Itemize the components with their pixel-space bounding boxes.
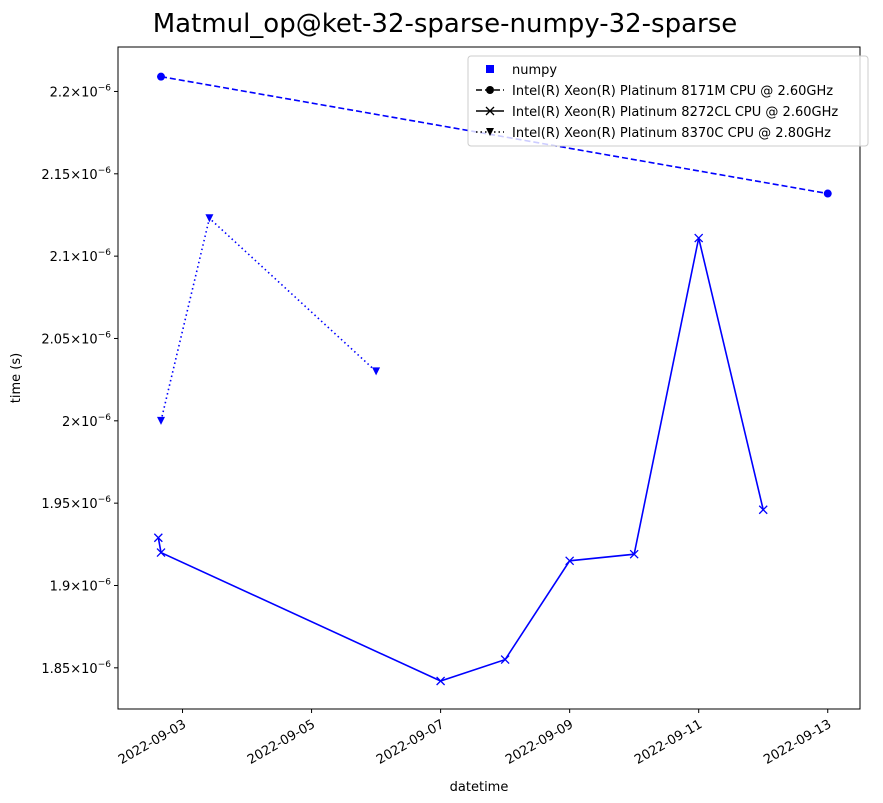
series-intel-r-xeon-r-platinum-8370c-cpu-2-80ghz-line	[160, 216, 377, 422]
y-tick-label-4: 2.05×10−6	[41, 330, 111, 347]
series-intel-r-xeon-r-platinum-8272cl-cpu-2-60ghz-point-7	[758, 505, 768, 515]
series-intel-r-xeon-r-platinum-8272cl-cpu-2-60ghz-point-4	[565, 556, 575, 566]
series-intel-r-xeon-r-platinum-8370c-cpu-2-80ghz-point-2	[372, 367, 381, 376]
x-axis-label: datetime	[450, 780, 509, 795]
legend-entry-3: Intel(R) Xeon(R) Platinum 8370C CPU @ 2.…	[476, 126, 831, 141]
series-intel-r-xeon-r-platinum-8272cl-cpu-2-60ghz-point-5	[629, 549, 639, 559]
legend-entry-0: numpy	[486, 63, 557, 78]
legend-entry-0-label: numpy	[512, 63, 557, 78]
series-intel-r-xeon-r-platinum-8272cl-cpu-2-60ghz-point-2	[436, 676, 446, 686]
x-tick-label-2: 2022-09-07	[374, 717, 447, 768]
series-intel-r-xeon-r-platinum-8272cl-cpu-2-60ghz-line	[157, 237, 764, 682]
x-tick-label-3: 2022-09-09	[503, 717, 576, 768]
y-tick-label-1: 1.9×10−6	[50, 577, 112, 594]
axes-ticks: 2022-09-03 2022-09-05 2022-09-07 2022-09-09…	[41, 83, 834, 767]
legend-entry-2: Intel(R) Xeon(R) Platinum 8272CL CPU @ 2…	[476, 105, 838, 120]
x-tick-label-4: 2022-09-11	[632, 717, 705, 768]
legend: numpy Intel(R) Xeon(R) Platinum 8171M CPU…	[467, 55, 869, 147]
series-intel-r-xeon-r-platinum-8370c-cpu-2-80ghz	[157, 214, 381, 425]
series-intel-r-xeon-r-platinum-8272cl-cpu-2-60ghz-point-1	[156, 548, 166, 558]
legend-entry-1-marker	[486, 86, 494, 94]
plot-area	[153, 72, 832, 686]
series-intel-r-xeon-r-platinum-8171m-cpu-2-60ghz-point-1	[823, 189, 832, 198]
legend-entry-3-label: Intel(R) Xeon(R) Platinum 8370C CPU @ 2.…	[512, 126, 831, 141]
y-tick-label-7: 2.2×10−6	[50, 83, 112, 100]
legend-box	[467, 55, 869, 147]
series-intel-r-xeon-r-platinum-8171m-cpu-2-60ghz-point-0	[157, 72, 166, 81]
y-tick-label-5: 2.1×10−6	[50, 248, 112, 265]
x-tick-label-1: 2022-09-05	[245, 717, 318, 768]
x-tick-label-5: 2022-09-13	[761, 717, 834, 768]
y-tick-label-3: 2×10−6	[62, 413, 111, 430]
legend-entry-1: Intel(R) Xeon(R) Platinum 8171M CPU @ 2.…	[476, 84, 833, 99]
series-intel-r-xeon-r-platinum-8272cl-cpu-2-60ghz-point-0	[153, 533, 163, 543]
chart-title: Matmul_op@ket-32-sparse-numpy-32-sparse	[153, 9, 738, 39]
y-axis-label: time (s)	[9, 353, 24, 403]
series-intel-r-xeon-r-platinum-8272cl-cpu-2-60ghz-point-3	[500, 655, 510, 665]
y-tick-label-0: 1.85×10−6	[41, 660, 111, 677]
legend-entry-2-marker	[485, 106, 495, 116]
series-intel-r-xeon-r-platinum-8370c-cpu-2-80ghz-point-0	[157, 416, 166, 425]
x-tick-label-0: 2022-09-03	[116, 717, 189, 768]
legend-entry-2-label: Intel(R) Xeon(R) Platinum 8272CL CPU @ 2…	[512, 105, 838, 120]
y-tick-label-6: 2.15×10−6	[41, 166, 111, 183]
legend-entry-3-marker	[486, 128, 494, 136]
legend-entry-1-label: Intel(R) Xeon(R) Platinum 8171M CPU @ 2.…	[512, 84, 833, 99]
series-intel-r-xeon-r-platinum-8272cl-cpu-2-60ghz-point-6	[694, 233, 704, 243]
series-intel-r-xeon-r-platinum-8370c-cpu-2-80ghz-point-1	[205, 214, 214, 223]
plot-frame	[117, 46, 861, 710]
y-tick-label-2: 1.95×10−6	[41, 495, 111, 512]
series-intel-r-xeon-r-platinum-8272cl-cpu-2-60ghz	[153, 233, 768, 686]
legend-entry-0-marker	[486, 65, 494, 73]
